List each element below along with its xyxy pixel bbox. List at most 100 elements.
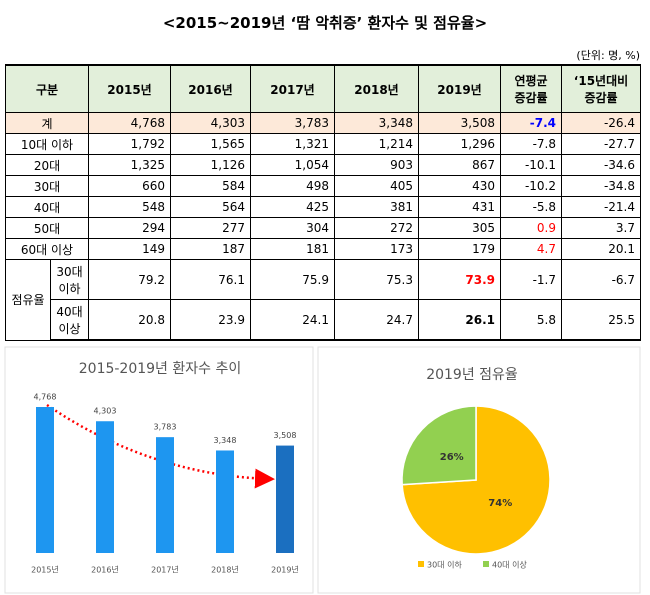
- cell: -10.2: [500, 175, 562, 197]
- cell: -7.8: [500, 133, 562, 155]
- cell: -34.6: [561, 154, 641, 176]
- share-row: 점유율 30대 이하 79.2 76.1 75.9 75.3 73.9 -1.7 -6.7: [5, 259, 641, 341]
- row-label: 계: [5, 112, 89, 134]
- cell: 4,303: [170, 112, 251, 134]
- cell: -21.4: [561, 196, 641, 218]
- cell: 584: [170, 175, 251, 197]
- header-cell: 구분: [5, 64, 89, 113]
- cell: 305: [418, 217, 501, 239]
- header-cell: ‘15년대비 증감률: [561, 64, 641, 113]
- header-row: 구분 2015년 2016년 2017년 2018년 2019년 연평균 증감률 ‘15년대비 증…: [5, 64, 641, 113]
- row-label: 40대: [5, 196, 89, 218]
- cell: 1,054: [250, 154, 335, 176]
- header-cell: 2019년: [418, 64, 501, 113]
- cell: 23.9: [170, 299, 251, 341]
- cell: 3,508: [418, 112, 501, 134]
- line: 증감률: [514, 91, 548, 105]
- cell: -26.4: [561, 112, 641, 134]
- header-cell: 2018년: [334, 64, 419, 113]
- cell: 173: [334, 238, 419, 260]
- value-label: 3,783: [154, 423, 177, 432]
- pie-slice: [401, 405, 477, 486]
- cell: 431: [418, 196, 501, 218]
- legend-label: 30대 이하: [427, 560, 462, 570]
- trend-arrow: [46, 403, 275, 489]
- bar: [276, 445, 294, 553]
- cell: 24.7: [334, 299, 419, 341]
- row: 50대 294 277 304 272 305 0.9 3.7: [5, 217, 641, 239]
- chart-title: 2015-2019년 환자수 추이: [79, 361, 242, 377]
- bar: [96, 421, 114, 553]
- cell: 149: [88, 238, 171, 260]
- cell: 430: [418, 175, 501, 197]
- cell: 75.9: [250, 259, 335, 300]
- cell: 548: [88, 196, 171, 218]
- share-row: 40대 이상 20.8 23.9 24.1 24.7 26.1 5.8 25.5: [6, 299, 641, 341]
- cell: 181: [250, 238, 335, 260]
- cell: -27.7: [561, 133, 641, 155]
- header-cell: 2015년: [88, 64, 171, 113]
- cell: 25.5: [561, 299, 641, 341]
- cell: 1,565: [170, 133, 251, 155]
- cell: 1,325: [88, 154, 171, 176]
- legend-swatch: [483, 561, 489, 567]
- cell: 3.7: [561, 217, 641, 239]
- x-tick-label: 2019년: [271, 565, 299, 575]
- row: 10대 이하 1,792 1,565 1,321 1,214 1,296 -7.8 -27.7: [5, 133, 641, 155]
- cell: 3,783: [250, 112, 335, 134]
- bar: [36, 407, 54, 553]
- row: 30대 660 584 498 405 430 -10.2 -34.8: [5, 175, 641, 197]
- line: 연평균: [514, 74, 548, 88]
- bar: [156, 437, 174, 553]
- cell: -1.7: [500, 259, 562, 300]
- value-label: 26%: [440, 452, 464, 463]
- row: 계 4,768 4,303 3,783 3,348 3,508 -7.4 -26.4: [5, 112, 641, 134]
- unit-note: (단위: 명, %): [576, 49, 640, 62]
- line: 이하: [58, 281, 81, 296]
- cell: -5.8: [500, 196, 562, 218]
- group-label: 점유율: [5, 259, 51, 341]
- value-label: 3,508: [274, 431, 297, 440]
- line: 30대: [56, 264, 83, 279]
- cell: 1,321: [250, 133, 335, 155]
- cell: -6.7: [561, 259, 641, 300]
- x-tick-label: 2016년: [91, 565, 119, 575]
- cell: 903: [334, 154, 419, 176]
- cell: 179: [418, 238, 501, 260]
- x-tick-label: 2017년: [151, 565, 179, 575]
- value-label: 74%: [488, 498, 512, 509]
- cell: -34.8: [561, 175, 641, 197]
- cell: 75.3: [334, 259, 419, 300]
- cell: 277: [170, 217, 251, 239]
- cell: 4,768: [88, 112, 171, 134]
- cell: 272: [334, 217, 419, 239]
- header-cell: 2017년: [250, 64, 335, 113]
- cell: -10.1: [500, 154, 562, 176]
- bar: [216, 450, 234, 553]
- cell: 26.1: [418, 299, 501, 341]
- data-table: 구분 2015년 2016년 2017년 2018년 2019년 연평균 증감률 ‘15년대비 증…: [5, 64, 641, 341]
- cell: 0.9: [500, 217, 562, 239]
- row: 60대 이상 149 187 181 173 179 4.7 20.1: [5, 238, 641, 260]
- row-label: 30대: [5, 175, 89, 197]
- cell: 381: [334, 196, 419, 218]
- cell: 1,296: [418, 133, 501, 155]
- value-label: 4,303: [94, 407, 117, 416]
- cell: 1,792: [88, 133, 171, 155]
- charts: 2015-2019년 환자수 추이 4,768 2015년 4,303 2016년 3,7…: [4, 346, 641, 594]
- row-label: 10대 이하: [5, 133, 89, 155]
- cell: 73.9: [418, 259, 501, 300]
- x-tick-label: 2018년: [211, 565, 239, 575]
- cell: 20.8: [88, 299, 171, 341]
- row: 40대 548 564 425 381 431 -5.8 -21.4: [5, 196, 641, 218]
- line: ‘15년대비: [573, 74, 629, 88]
- cell: 294: [88, 217, 171, 239]
- x-tick-label: 2015년: [31, 565, 59, 575]
- cell: -7.4: [500, 112, 562, 134]
- legend-label: 40대 이상: [492, 560, 527, 570]
- cell: 564: [170, 196, 251, 218]
- row-label: 20대: [5, 154, 89, 176]
